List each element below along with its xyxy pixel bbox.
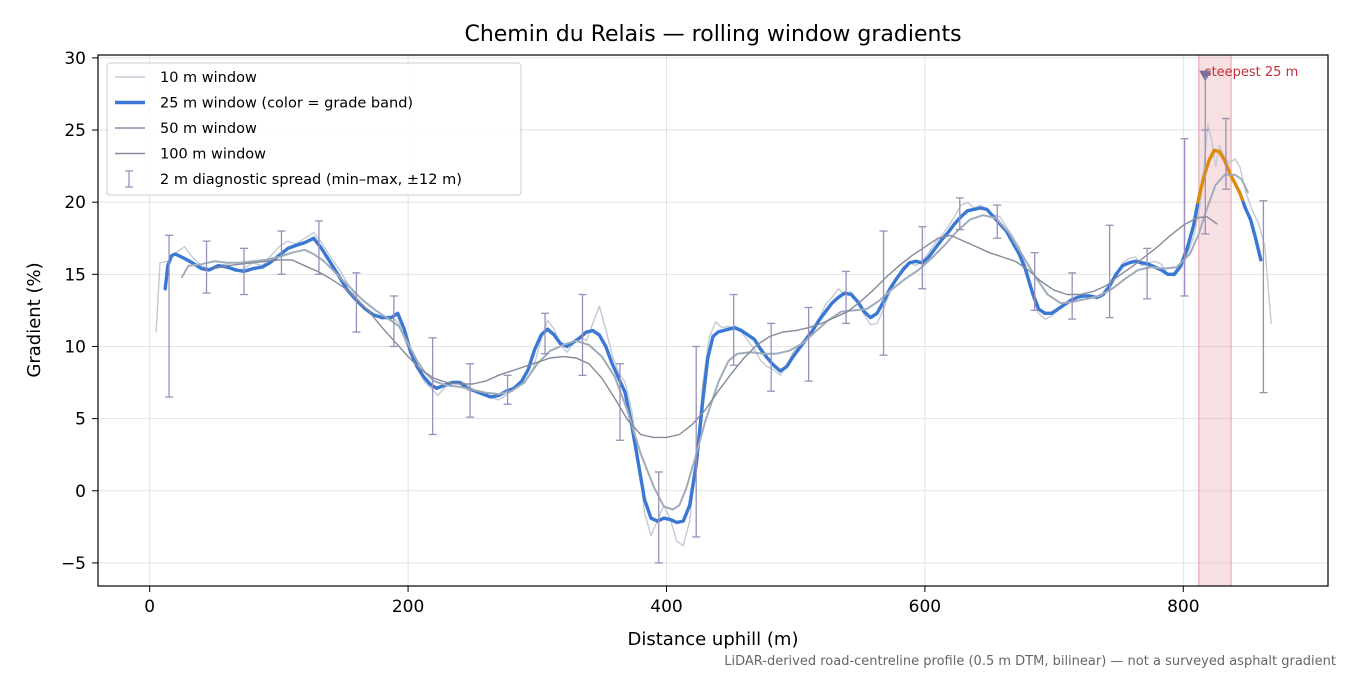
grid-lines xyxy=(98,55,1328,586)
legend-box xyxy=(106,62,522,196)
error-bar xyxy=(615,363,624,441)
legend-label: 10 m window xyxy=(160,70,257,86)
legend: 10 m window 25 m window (color = grade ba… xyxy=(106,62,522,196)
error-bar xyxy=(692,345,701,538)
legend-label: 100 m window xyxy=(160,147,266,163)
error-bar xyxy=(578,293,587,376)
error-bar xyxy=(1221,117,1230,190)
x-axis-ticks: 0 200 400 600 800 xyxy=(144,586,1200,617)
y-tick-label: 10 xyxy=(64,337,86,357)
legend-label: 25 m window (color = grade band) xyxy=(160,96,413,112)
legend-label: 2 m diagnostic spread (min–max, ±12 m) xyxy=(160,172,462,188)
error-bar xyxy=(503,374,512,405)
y-tick-label: 15 xyxy=(64,265,86,285)
error-bar xyxy=(879,230,888,356)
x-tick-label: 0 xyxy=(144,597,155,617)
legend-label: 50 m window xyxy=(160,121,257,137)
error-bar xyxy=(389,295,398,348)
series-25m-steep-segment xyxy=(1196,148,1245,204)
footnote: LiDAR-derived road-centreline profile (0… xyxy=(724,654,1336,669)
error-bar xyxy=(1030,252,1039,312)
error-bar xyxy=(352,272,361,333)
y-tick-label: 0 xyxy=(75,482,86,502)
legend-item: 50 m window xyxy=(115,121,257,137)
x-tick-label: 800 xyxy=(1167,597,1199,617)
error-bar xyxy=(466,363,475,418)
error-bar xyxy=(428,337,437,436)
y-axis-ticks: −5 0 5 10 15 20 25 30 xyxy=(61,49,98,574)
steepest-label: steepest 25 m xyxy=(1205,65,1298,80)
series-lines xyxy=(155,123,1272,547)
series-100m-line xyxy=(213,215,1218,439)
steepest-marker-triangle xyxy=(1199,70,1212,82)
error-bar xyxy=(955,197,964,231)
y-axis-label: Gradient (%) xyxy=(24,262,45,377)
error-bar xyxy=(918,226,927,290)
y-tick-label: 25 xyxy=(64,121,86,141)
y-tick-label: 30 xyxy=(64,49,86,69)
legend-item: 100 m window xyxy=(115,147,266,163)
error-bar xyxy=(314,220,323,275)
error-bars xyxy=(165,117,1268,564)
error-bar xyxy=(1105,224,1114,319)
error-bar xyxy=(767,322,776,392)
legend-item: 25 m window (color = grade band) xyxy=(115,96,413,112)
error-bar xyxy=(993,204,1002,239)
error-bar xyxy=(277,230,286,275)
x-tick-label: 200 xyxy=(392,597,424,617)
error-bar xyxy=(1180,138,1189,297)
y-tick-label: −5 xyxy=(61,554,86,574)
chart-title: Chemin du Relais — rolling window gradie… xyxy=(464,22,961,47)
legend-item: 10 m window xyxy=(115,70,257,86)
error-bar xyxy=(1068,272,1077,320)
error-bar xyxy=(541,312,550,355)
error-bar xyxy=(1143,247,1152,300)
error-bar xyxy=(165,234,174,398)
x-tick-label: 400 xyxy=(650,597,682,617)
plot-frame xyxy=(97,54,1329,587)
y-tick-label: 20 xyxy=(64,193,86,213)
error-bar xyxy=(804,306,813,382)
series-25m-segment xyxy=(1241,200,1263,262)
series-50m-line xyxy=(181,173,1249,511)
y-tick-label: 5 xyxy=(75,410,86,430)
error-bar xyxy=(654,471,663,564)
steepest-marker xyxy=(1199,70,1212,131)
error-bar xyxy=(1259,200,1268,394)
x-tick-label: 600 xyxy=(909,597,941,617)
error-bar xyxy=(239,247,248,296)
x-axis-label: Distance uphill (m) xyxy=(628,629,799,650)
error-bar xyxy=(842,270,851,325)
legend-item: 2 m diagnostic spread (min–max, ±12 m) xyxy=(125,170,462,188)
error-bar xyxy=(729,293,738,366)
error-bar xyxy=(202,240,211,294)
